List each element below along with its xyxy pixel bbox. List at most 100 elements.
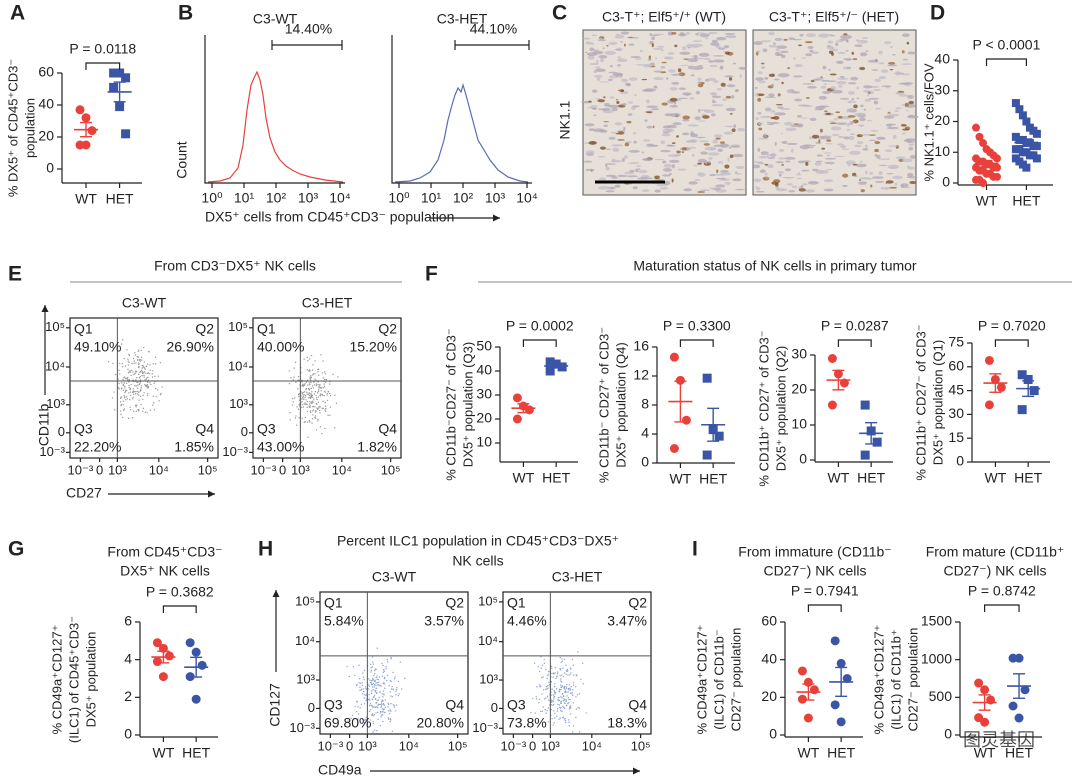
tissue-texture xyxy=(729,154,734,159)
event-dot xyxy=(135,372,137,374)
event-dot xyxy=(135,385,138,387)
event-dot xyxy=(123,408,125,410)
tissue-texture xyxy=(810,145,816,147)
tissue-texture xyxy=(731,128,736,133)
tissue-texture xyxy=(835,42,839,47)
event-dot xyxy=(361,693,364,695)
tissue-texture xyxy=(716,36,727,41)
tissue-texture xyxy=(831,133,840,136)
event-dot xyxy=(365,694,367,697)
event-dot xyxy=(301,404,303,406)
tissue-texture xyxy=(908,114,915,117)
tissue-texture xyxy=(635,168,639,173)
tissue-texture xyxy=(840,145,847,149)
event-dot xyxy=(128,379,130,381)
tissue-texture xyxy=(837,115,843,119)
y-tick-label: 0 xyxy=(241,424,248,439)
tissue-texture xyxy=(592,50,604,55)
tissue-texture xyxy=(768,121,780,124)
event-dot xyxy=(547,721,550,723)
tissue-texture xyxy=(782,177,795,179)
event-dot xyxy=(538,684,541,686)
event-dot xyxy=(373,674,375,676)
tissue-texture xyxy=(860,133,871,136)
event-dot xyxy=(560,678,562,680)
tissue-texture xyxy=(832,48,838,52)
tissue-texture xyxy=(699,189,710,191)
data-point xyxy=(980,685,990,695)
event-dot xyxy=(384,706,387,708)
data-point xyxy=(860,450,870,460)
event-dot xyxy=(544,708,546,711)
event-dot xyxy=(123,382,126,384)
event-dot xyxy=(152,395,155,397)
tissue-texture xyxy=(831,52,834,56)
event-dot xyxy=(553,722,555,724)
event-dot xyxy=(382,696,384,698)
event-dot xyxy=(308,394,311,397)
x-tick-label: WT xyxy=(670,471,692,487)
event-dot xyxy=(138,349,140,351)
event-dot xyxy=(309,370,311,372)
tissue-texture xyxy=(820,76,823,78)
tissue-texture xyxy=(678,87,686,90)
histogram-axes xyxy=(391,35,532,184)
event-dot xyxy=(137,409,139,411)
event-dot xyxy=(541,676,543,679)
data-point xyxy=(1018,111,1027,120)
event-dot xyxy=(560,701,562,703)
event-dot xyxy=(147,376,149,379)
tissue-texture xyxy=(767,154,770,158)
tissue-texture xyxy=(856,86,859,90)
tissue-texture xyxy=(825,112,831,116)
tissue-texture xyxy=(755,117,759,121)
data-point xyxy=(675,375,685,385)
tissue-texture xyxy=(678,33,687,37)
event-dot xyxy=(381,713,384,716)
event-dot xyxy=(389,709,391,711)
event-dot xyxy=(571,731,574,733)
tissue-texture xyxy=(607,78,613,81)
event-dot xyxy=(142,394,144,397)
event-dot xyxy=(362,688,365,690)
y-tick-label: 75 xyxy=(948,334,964,350)
tissue-texture xyxy=(627,113,633,116)
event-dot xyxy=(128,381,130,383)
event-dot xyxy=(313,398,315,400)
tissue-texture xyxy=(757,122,764,126)
event-dot xyxy=(562,699,564,702)
data-point xyxy=(809,685,819,695)
tissue-texture xyxy=(835,111,841,113)
tissue-texture xyxy=(671,164,675,169)
tissue-texture xyxy=(815,105,826,110)
tissue-texture xyxy=(739,74,742,78)
event-dot xyxy=(311,394,314,397)
panel-letter: A xyxy=(10,2,25,25)
tissue-texture xyxy=(760,115,772,119)
event-dot xyxy=(124,390,127,393)
data-point xyxy=(81,113,91,123)
tissue-texture xyxy=(637,177,649,180)
event-dot xyxy=(567,691,569,693)
tissue-texture xyxy=(735,89,739,92)
event-dot xyxy=(390,680,392,683)
event-dot xyxy=(124,385,126,388)
event-dot xyxy=(140,387,142,389)
tissue-texture xyxy=(828,68,831,71)
quadrant-name: Q4 xyxy=(195,421,214,437)
tissue-texture xyxy=(863,108,867,111)
event-dot xyxy=(118,369,120,371)
event-dot xyxy=(371,684,373,686)
tissue-texture xyxy=(908,100,915,105)
event-dot xyxy=(565,687,568,689)
event-dot xyxy=(384,687,386,690)
event-dot xyxy=(307,387,310,390)
y-tick-label: 4 xyxy=(124,650,132,666)
tissue-texture xyxy=(608,71,618,74)
event-dot xyxy=(362,676,365,678)
event-dot xyxy=(550,703,552,706)
event-dot xyxy=(568,684,571,686)
event-dot xyxy=(382,708,385,711)
arrow-head xyxy=(633,767,640,775)
p-value: P = 0.7020 xyxy=(978,318,1046,334)
